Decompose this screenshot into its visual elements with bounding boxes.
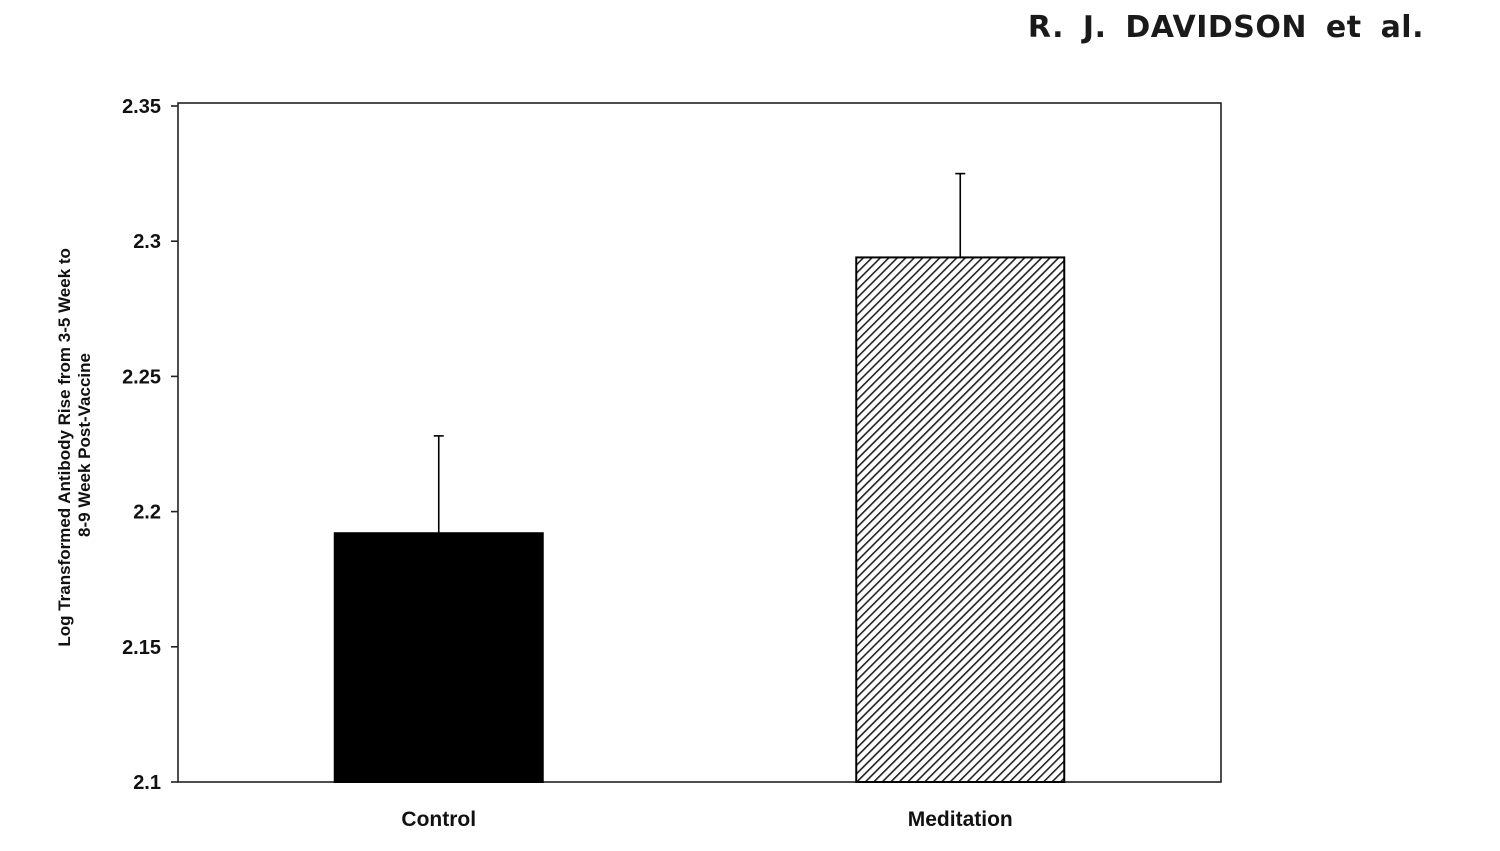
bar-meditation — [855, 256, 1066, 783]
y-tick-label: 2.3 — [133, 231, 161, 253]
x-axis: Control Meditation — [401, 808, 1012, 831]
y-tick-label: 2.25 — [122, 366, 161, 388]
y-axis-label-line-2: 8-9 Week Post-Vaccine — [75, 353, 94, 537]
running-head: R. J. DAVIDSON et al. — [1027, 10, 1424, 45]
y-tick-label: 2.15 — [122, 637, 161, 659]
error-bars-group — [433, 172, 966, 534]
x-tick-label-meditation: Meditation — [908, 808, 1013, 831]
y-axis-label-line-1: Log Transformed Antibody Rise from 3-5 W… — [55, 248, 74, 647]
bar-control — [333, 532, 544, 783]
y-tick-label: 2.1 — [133, 772, 161, 794]
y-tick-label: 2.2 — [133, 502, 161, 524]
y-axis: 2.1 2.15 2.2 2.25 2.3 2.35 — [122, 96, 178, 794]
bars-group — [333, 256, 1066, 783]
y-axis-label: Log Transformed Antibody Rise from 3-5 W… — [55, 243, 94, 646]
x-tick-label-control: Control — [401, 808, 476, 831]
y-tick-label: 2.35 — [122, 96, 161, 118]
